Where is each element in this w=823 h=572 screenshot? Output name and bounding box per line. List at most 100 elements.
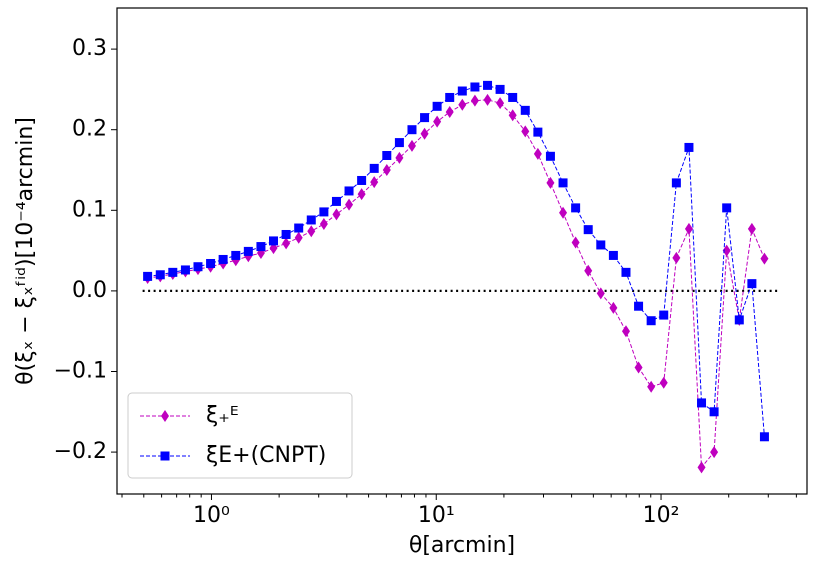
x-tick-label: 10¹ [418, 503, 455, 528]
data-point [697, 461, 706, 474]
data-point [672, 251, 681, 264]
data-point [243, 246, 253, 256]
data-point [508, 109, 517, 122]
data-point [747, 279, 757, 289]
data-point [584, 264, 593, 277]
data-point [508, 92, 518, 102]
data-point [458, 98, 467, 111]
data-point [345, 198, 354, 211]
x-tick-label: 10⁰ [193, 503, 230, 528]
data-point [357, 188, 366, 201]
y-tick-label: −0.2 [54, 439, 107, 464]
data-point [344, 186, 354, 196]
data-point [420, 127, 429, 140]
data-point [734, 315, 744, 325]
data-point [558, 178, 568, 188]
data-point [470, 94, 479, 107]
data-point [596, 287, 605, 300]
data-point [545, 151, 555, 161]
y-tick-label: 0.1 [72, 197, 107, 222]
legend-label: ξE+(CNPT) [206, 443, 326, 468]
data-point [533, 147, 542, 160]
data-point [559, 206, 568, 219]
data-point [659, 376, 668, 389]
data-point [407, 125, 417, 135]
data-point [319, 207, 329, 217]
data-point [231, 254, 240, 267]
data-point [420, 113, 430, 123]
data-point [533, 127, 543, 137]
data-point [206, 258, 216, 268]
data-point [470, 82, 480, 92]
data-point [218, 254, 228, 264]
data-point [395, 151, 404, 164]
data-point [646, 316, 656, 326]
data-point [759, 432, 769, 442]
data-point [621, 325, 630, 338]
y-tick-label: 0.0 [72, 278, 107, 303]
data-point [161, 410, 169, 422]
data-point [634, 361, 643, 374]
plot-frame [116, 7, 808, 495]
data-point [394, 138, 404, 148]
data-point [231, 250, 241, 260]
y-tick-label: −0.1 [54, 358, 107, 383]
legend-box [127, 392, 353, 479]
data-point [193, 262, 203, 272]
data-point [433, 115, 442, 128]
data-point [160, 451, 170, 461]
data-point [697, 398, 707, 408]
series-line [147, 84, 765, 437]
data-point [571, 236, 580, 249]
data-point [457, 86, 467, 96]
data-point [483, 93, 492, 106]
data-point [256, 242, 266, 252]
data-point [760, 252, 769, 265]
x-tick-label: 10² [643, 503, 680, 528]
data-point [520, 105, 530, 115]
data-point [483, 80, 493, 90]
data-point [332, 208, 341, 221]
data-point [382, 164, 391, 176]
data-point [710, 446, 719, 459]
data-point [357, 175, 367, 185]
data-point [282, 237, 291, 250]
data-point [621, 267, 631, 277]
data-point [269, 236, 279, 246]
data-point [143, 271, 153, 281]
data-point [659, 310, 669, 320]
data-point [722, 203, 732, 213]
data-point [495, 84, 505, 94]
data-point [496, 97, 505, 110]
data-point [608, 250, 618, 260]
data-point [571, 203, 581, 213]
data-point [596, 240, 606, 250]
data-point [647, 380, 656, 393]
y-tick-label: 0.3 [72, 36, 107, 61]
data-point [521, 125, 530, 138]
data-point [432, 101, 442, 111]
data-point [709, 407, 719, 417]
data-point [609, 301, 618, 314]
data-point [407, 139, 416, 152]
legend-label: ξ₊ᴱ [206, 403, 239, 428]
data-point [684, 142, 694, 152]
data-point [294, 223, 304, 233]
data-point [369, 163, 379, 173]
data-point [370, 176, 379, 189]
data-point [168, 267, 178, 277]
data-point [546, 176, 555, 189]
data-point [319, 218, 328, 230]
data-point [747, 222, 756, 235]
data-point [331, 196, 341, 206]
data-point [722, 244, 731, 257]
data-point [306, 215, 316, 225]
y-tick-label: 0.2 [72, 117, 107, 142]
data-point [634, 301, 644, 311]
data-point [155, 270, 165, 280]
data-point [671, 178, 681, 188]
data-point [180, 265, 190, 275]
data-point [445, 92, 455, 102]
data-point [382, 150, 392, 160]
